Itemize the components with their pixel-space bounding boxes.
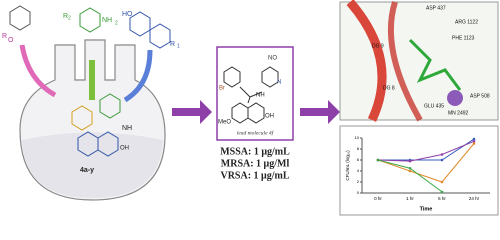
flask [9, 5, 171, 201]
series-line [378, 138, 475, 161]
y-tick-label: 0 [357, 190, 360, 195]
label: 4a-y [80, 167, 94, 174]
ring [149, 23, 171, 49]
label: Br [219, 86, 225, 92]
label: GLU 435 [424, 103, 444, 109]
label: MN 2492 [448, 110, 469, 116]
ring [71, 105, 93, 131]
label: MeO [218, 120, 231, 126]
point [408, 159, 412, 163]
label: VRSA: 1 μg/mL [220, 170, 289, 181]
y-tick-label: 2 [357, 179, 360, 184]
label: OH [265, 114, 274, 120]
ligand [408, 38, 462, 91]
label: DG 8 [383, 85, 395, 91]
label: R [63, 13, 68, 20]
x-tick-label: 1 hr [406, 196, 414, 201]
arrow-pink [19, 44, 57, 98]
lead-box [216, 46, 294, 141]
ring [9, 5, 31, 31]
y-tick-label: 4 [357, 168, 360, 173]
y-axis-label: CFU/mL (log₁₀) [345, 150, 350, 181]
point [472, 137, 476, 141]
label: R [2, 33, 7, 40]
ring [129, 11, 151, 37]
metal-ion [447, 90, 463, 106]
label: R [170, 41, 175, 48]
y-tick-label: 8 [357, 146, 360, 151]
label: NH [256, 93, 265, 99]
point [408, 166, 412, 170]
point [440, 153, 444, 156]
ring [223, 66, 241, 88]
point [440, 190, 444, 194]
bonds [239, 86, 263, 104]
point [440, 180, 444, 184]
dna-helix [387, 1, 423, 122]
arrow [300, 100, 340, 124]
ring [261, 66, 279, 88]
label: DG 9 [372, 43, 384, 49]
series-line [377, 140, 475, 162]
label: NO [268, 56, 277, 62]
label: NH [102, 17, 112, 24]
label: N [277, 80, 281, 86]
arrow-blue [123, 49, 153, 103]
x-axis-label: Time [420, 206, 433, 212]
label: HO [122, 11, 133, 18]
label: 1 [177, 43, 180, 49]
label: 2 [115, 20, 118, 26]
x-tick-label: 24 hr [469, 196, 480, 201]
label: OH [120, 146, 129, 152]
series-line [377, 143, 475, 183]
label: PHE 1123 [452, 35, 475, 41]
label: ASP 508 [470, 93, 490, 99]
label: MSSA: 1 μg/mL [220, 146, 290, 157]
y-tick-label: 6 [357, 157, 360, 162]
arrow [172, 100, 212, 124]
y-tick-label: 10 [355, 135, 360, 140]
point [408, 169, 412, 173]
label: MRSA: 1 μg/Ml [221, 158, 290, 169]
label: NH [122, 125, 132, 132]
x-tick-label: 6 hr [438, 196, 446, 201]
ring [247, 102, 265, 124]
label: 2 [68, 15, 71, 21]
point [440, 158, 444, 162]
label: lead molecule 4f [237, 129, 275, 136]
ring [99, 93, 121, 119]
label: ARG 1122 [455, 19, 478, 25]
ring [97, 131, 119, 157]
x-tick-label: 0 hr [374, 196, 382, 201]
chart: 0 2 4 6 8 10 0 hr 1 hr 6 hr 24 hr Time CFU/mL (log₁… [345, 135, 490, 212]
point [376, 158, 380, 162]
label: O [8, 37, 14, 44]
dna-helix [346, 0, 387, 122]
label: ASP 437 [426, 5, 446, 11]
point [472, 140, 476, 143]
flask-liquid [22, 132, 163, 198]
graphical-abstract: 0 2 4 6 8 10 0 hr 1 hr 6 hr 24 hr Time CFU/mL (log₁… [2, 0, 499, 216]
point [472, 142, 476, 145]
ring [79, 7, 101, 33]
